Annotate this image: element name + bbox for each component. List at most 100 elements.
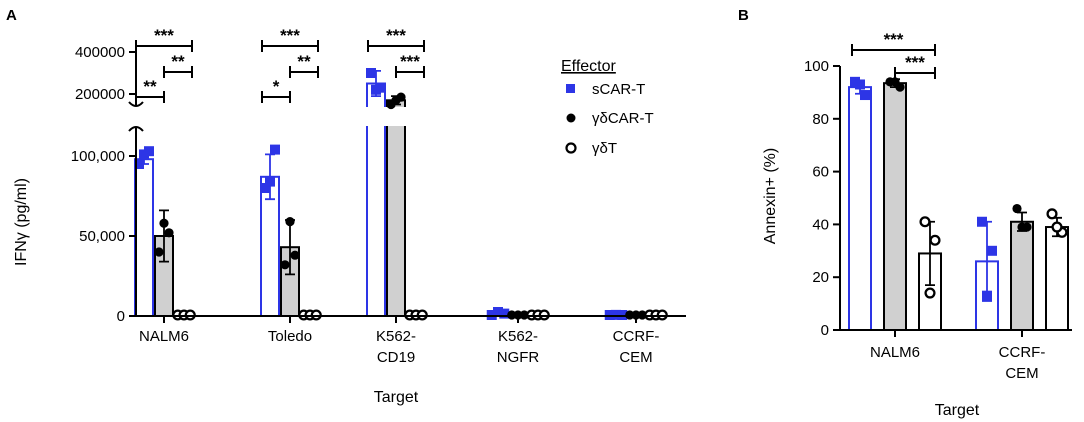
panel-a-axes: 0 50,000 100,000 200000 400000 NALM6 Toledo K56… — [71, 44, 686, 366]
point-a-s0-c3-2 — [499, 308, 510, 319]
panel-a: A 0 50,000 100,000 200000 400000 NALM6 Toledo K… — [6, 7, 686, 406]
panel-b-category-0-line0: NALM6 — [870, 344, 920, 361]
point-b-s2-c1-2 — [1051, 221, 1063, 233]
point-b-s1-c1-0 — [1012, 203, 1022, 214]
panel-b-category-1-line1: CEM — [1005, 365, 1038, 382]
legend-label-gdt: γδT — [592, 140, 617, 157]
panel-a-ytick-label-0: 0 — [117, 308, 125, 325]
point-a-s0-c4-1 — [611, 309, 621, 320]
point-b-s0-c1-0 — [977, 216, 987, 227]
panel-b-ytick-label-3: 60 — [812, 164, 829, 181]
point-a-s1-c2-2 — [396, 92, 406, 102]
panel-a-xlabel: Target — [374, 389, 419, 406]
panel-b-sig-1-label: *** — [905, 53, 925, 72]
panel-a-sig-4-label: ** — [297, 52, 311, 71]
panel-b-xlabel: Target — [935, 402, 980, 419]
panel-b-points — [850, 76, 1068, 301]
point-b-s2-c0-0 — [919, 216, 931, 228]
point-b-s2-c1-0 — [1046, 208, 1058, 220]
panel-a-ylabel: IFNγ (pg/ml) — [13, 178, 30, 266]
panel-a-sig-1-label: ** — [171, 52, 185, 71]
panel-a-break-mark-high — [128, 101, 144, 107]
legend-marker-scar-t — [566, 84, 575, 93]
panel-b-ytick-label-4: 80 — [812, 111, 829, 128]
panel-a-sig-2-line — [135, 91, 165, 103]
point-b-s2-c0-2 — [924, 287, 936, 299]
point-a-s0-c1-2 — [270, 144, 280, 155]
panel-a-sig-7-line — [395, 66, 425, 78]
panel-a-sig-6-line — [367, 40, 425, 52]
point-a-s0-c3-1 — [493, 307, 503, 317]
point-a-s0-c0-2 — [144, 146, 154, 157]
panel-b-bars — [848, 78, 1069, 332]
panel-a-sig-6-label: *** — [386, 26, 406, 45]
panel-a-category-2-line1: CD19 — [377, 349, 415, 366]
panel-b-sig-0-label: *** — [884, 30, 904, 49]
panel-a-category-0-line0: NALM6 — [139, 328, 189, 345]
legend-title: Effector — [561, 58, 617, 75]
panel-a-letter: A — [6, 7, 17, 24]
panel-a-significance: ******************* — [135, 26, 425, 103]
point-b-s0-c1-1 — [987, 245, 997, 256]
panel-b-sig-0-line — [851, 44, 936, 56]
panel-a-sig-3-line — [261, 40, 319, 52]
panel-a-ytick-upper-label-0: 200000 — [75, 86, 125, 103]
legend-label-scar-t: sCAR-T — [592, 81, 645, 98]
panel-b-ytick-label-0: 0 — [821, 322, 829, 339]
panel-a-category-3-line1: NGFR — [497, 349, 540, 366]
panel-a-sig-2-label: ** — [143, 77, 157, 96]
point-a-s1-c0-2 — [164, 228, 174, 238]
point-a-s0-c2-2 — [376, 82, 386, 93]
panel-a-ytick-upper-label-1: 400000 — [75, 44, 125, 61]
panel-a-sig-5-line — [261, 91, 291, 103]
panel-b-ytick-label-1: 20 — [812, 269, 829, 286]
point-a-s1-c0-1 — [159, 218, 169, 228]
bar-b-s1-c1 — [1010, 220, 1034, 331]
legend-marker-gdt — [565, 142, 577, 154]
point-b-s1-c1-2 — [1017, 222, 1027, 232]
bar-a-gap-s0-c2 — [365, 107, 387, 126]
panel-a-break-mark-low — [128, 126, 144, 132]
point-b-s0-c0-2 — [855, 79, 865, 90]
panel-b: B 0 20 40 60 80 100 NALM6 CCRF- CEM ****** Annex… — [738, 7, 1072, 419]
point-b-s1-c0-2 — [890, 77, 900, 87]
bar-a-s1-c2 — [386, 99, 406, 317]
panel-a-category-4-line1: CEM — [619, 349, 652, 366]
point-a-s0-c1-1 — [265, 176, 275, 187]
legend-marker-gdcar-t — [566, 113, 576, 123]
panel-a-sig-7-label: *** — [400, 52, 420, 71]
point-b-s0-c1-2 — [982, 290, 992, 301]
point-a-s1-c1-1 — [285, 217, 295, 227]
panel-a-ytick-label-1: 50,000 — [79, 228, 125, 245]
legend: Effector sCAR-T γδCAR-T γδT — [561, 58, 654, 157]
point-a-s0-c0-0 — [134, 159, 144, 169]
point-a-s1-c1-2 — [290, 250, 300, 260]
bar-a-gap-s1-c2 — [385, 107, 407, 126]
panel-b-category-1-line0: CCRF- — [999, 344, 1046, 361]
bar-b-s1-c0 — [883, 82, 907, 331]
legend-label-gdcar-t: γδCAR-T — [592, 110, 654, 127]
panel-b-ylabel: Annexin+ (%) — [762, 148, 779, 245]
panel-a-sig-0-label: *** — [154, 26, 174, 45]
point-a-s0-c1-0 — [260, 183, 270, 193]
point-b-s0-c0-1 — [860, 90, 870, 101]
panel-b-ytick-label-2: 40 — [812, 216, 829, 233]
point-b-s2-c0-1 — [929, 234, 941, 246]
panel-a-sig-3-label: *** — [280, 26, 300, 45]
panel-b-ytick-label-5: 100 — [804, 58, 829, 75]
point-a-s0-c2-0 — [366, 68, 376, 78]
panel-a-sig-1-line — [163, 66, 193, 78]
panel-a-category-3-line0: K562- — [498, 328, 538, 345]
panel-b-axes: 0 20 40 60 80 100 NALM6 CCRF- CEM — [804, 58, 1072, 382]
panel-a-sig-5-label: * — [273, 77, 280, 96]
panel-a-sig-0-line — [135, 40, 193, 52]
panel-b-letter: B — [738, 7, 749, 24]
point-a-s1-c0-0 — [154, 247, 164, 257]
panel-a-sig-4-line — [289, 66, 319, 78]
panel-a-category-1-line0: Toledo — [268, 328, 312, 345]
panel-b-significance: ****** — [851, 30, 936, 79]
panel-a-bars — [134, 70, 626, 318]
point-a-s1-c1-0 — [280, 260, 290, 270]
bar-b-s0-c0 — [848, 86, 872, 332]
